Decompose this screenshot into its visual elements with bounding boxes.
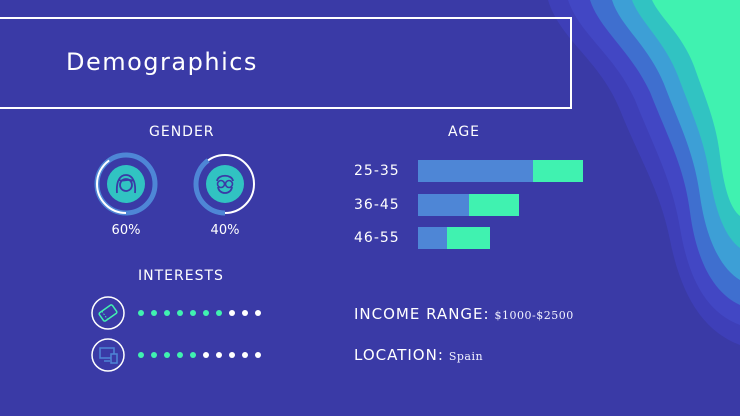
income-range-value: $1000-$2500 [494,309,574,322]
location-value: Spain [448,350,484,363]
rating-dot-empty [229,310,235,316]
income-range: INCOME RANGE: $1000-$2500 [354,305,574,323]
rating-dot-empty [255,352,261,358]
rating-dot-filled [164,352,170,358]
age-bar-segment-b [447,227,490,249]
rating-dot-filled [151,310,157,316]
rating-dot-filled [190,352,196,358]
age-bar-segment-b [469,194,519,216]
rating-dot-filled [151,352,157,358]
age-bar-segment-a [418,227,447,249]
rating-dot-filled [138,352,144,358]
rating-dot-filled [203,310,209,316]
location-key: LOCATION: [354,346,444,364]
location: LOCATION: Spain [354,346,483,364]
rating-dot-empty [229,352,235,358]
age-bar-segment-b [533,160,583,182]
page-title: Demographics [66,48,258,76]
female-percent-ring [94,152,158,216]
interest-rating-ticket [138,310,261,316]
interests-heading: INTERESTS [138,268,224,284]
rating-dot-filled [190,310,196,316]
age-label-36-45: 36-45 [354,197,400,213]
male-percent-ring [193,152,257,216]
male-percent-label: 40% [210,223,240,238]
gender-heading: GENDER [149,124,215,140]
rating-dot-filled [216,310,222,316]
age-heading: AGE [448,124,481,140]
ticket-icon [91,296,125,330]
rating-dot-filled [138,310,144,316]
age-label-46-55: 46-55 [354,230,400,246]
age-bar-segment-a [418,194,469,216]
gender-male [193,152,257,236]
rating-dot-empty [242,352,248,358]
age-bar-25-35 [418,160,583,182]
rating-dot-empty [216,352,222,358]
age-bar-segment-a [418,160,533,182]
rating-dot-filled [177,310,183,316]
rating-dot-empty [203,352,209,358]
title-frame [0,17,572,109]
age-bar-36-45 [418,194,519,216]
male-face-icon [206,165,244,203]
income-range-key: INCOME RANGE: [354,305,490,323]
rating-dot-filled [177,352,183,358]
rating-dot-filled [164,310,170,316]
age-label-25-35: 25-35 [354,163,400,179]
female-face-icon [107,165,145,203]
female-percent-label: 60% [111,223,141,238]
gender-female [94,152,158,236]
computer-icon [91,338,125,372]
rating-dot-empty [255,310,261,316]
rating-dot-empty [242,310,248,316]
age-bar-46-55 [418,227,490,249]
interest-rating-computer [138,352,261,358]
